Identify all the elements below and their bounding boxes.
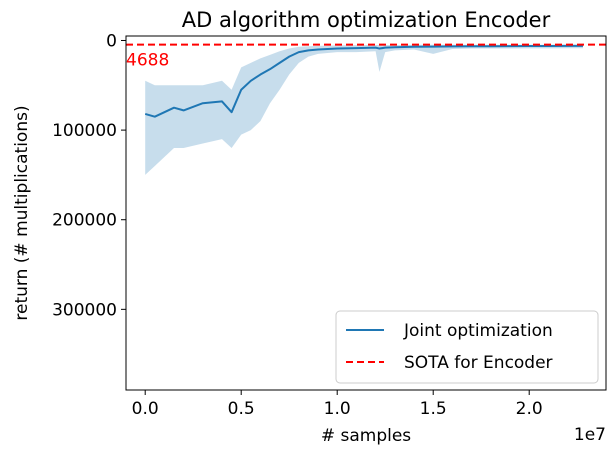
x-axis-label: # samples <box>321 426 411 446</box>
y-tick-label: 0 <box>106 31 117 51</box>
x-tick-label: 0.5 <box>228 399 255 419</box>
series-joint-optimization-line <box>144 44 583 118</box>
x-tick-label: 1.5 <box>420 399 447 419</box>
y-axis-label: return (# multiplications) <box>12 105 32 320</box>
series-joint-optimization-band <box>145 44 583 175</box>
plot-area <box>126 43 606 175</box>
legend-entry-sota: SOTA for Encoder <box>404 353 553 373</box>
legend-box <box>335 310 599 384</box>
plot-frame <box>125 35 607 391</box>
y-tick-label: 100000 <box>52 121 117 141</box>
x-axis-offset-label: 1e7 <box>574 425 606 445</box>
axes-ticks: 0.0 0.5 1.0 1.5 2.0 0 100000 200000 300000 <box>52 31 543 419</box>
legend-entry-joint-optimization: Joint optimization <box>403 321 553 341</box>
sota-value-annotation: 4688 <box>126 51 169 71</box>
y-tick-label: 300000 <box>52 300 117 320</box>
x-tick-label: 2.0 <box>516 399 543 419</box>
x-tick-label: 1.0 <box>324 399 351 419</box>
y-tick-label: 200000 <box>52 211 117 231</box>
legend: Joint optimization SOTA for Encoder <box>335 310 599 384</box>
chart-title: AD algorithm optimization Encoder <box>182 8 551 32</box>
x-tick-label: 0.0 <box>132 399 159 419</box>
